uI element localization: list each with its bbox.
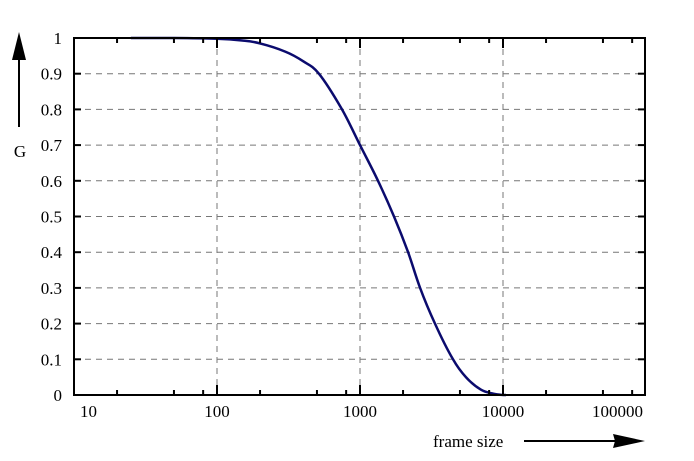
- y-tick-label: 0.7: [41, 136, 63, 155]
- x-tick-label: 10: [80, 402, 97, 421]
- y-tick-label: 0.8: [41, 100, 62, 119]
- y-tick-label: 0.5: [41, 208, 62, 227]
- axis-ticks: [74, 38, 645, 395]
- y-tick-labels: 0 0.1 0.2 0.3 0.4 0.5 0.6 0.7 0.8 0.9 1: [41, 29, 63, 405]
- x-tick-labels: 10 100 1000 10000 100000: [80, 402, 643, 421]
- x-tick-label: 100: [204, 402, 230, 421]
- y-tick-label: 0.1: [41, 350, 62, 369]
- y-tick-label: 0.9: [41, 65, 62, 84]
- y-tick-label: 0.2: [41, 315, 62, 334]
- series-line: [130, 36, 506, 397]
- x-axis-arrow-icon: [524, 434, 645, 448]
- y-tick-label: 0.6: [41, 172, 62, 191]
- y-tick-label: 0.3: [41, 279, 62, 298]
- data-series: [130, 36, 506, 397]
- y-axis-title: G: [14, 142, 26, 161]
- y-tick-label: 1: [54, 29, 63, 48]
- x-tick-label: 100000: [592, 402, 643, 421]
- y-tick-label: 0: [54, 386, 63, 405]
- y-tick-label: 0.4: [41, 243, 63, 262]
- x-tick-label: 1000: [343, 402, 377, 421]
- grid-lines: [74, 38, 645, 395]
- x-axis-title: frame size: [433, 432, 503, 451]
- x-tick-label: 10000: [482, 402, 525, 421]
- y-axis-arrow-icon: [12, 32, 26, 127]
